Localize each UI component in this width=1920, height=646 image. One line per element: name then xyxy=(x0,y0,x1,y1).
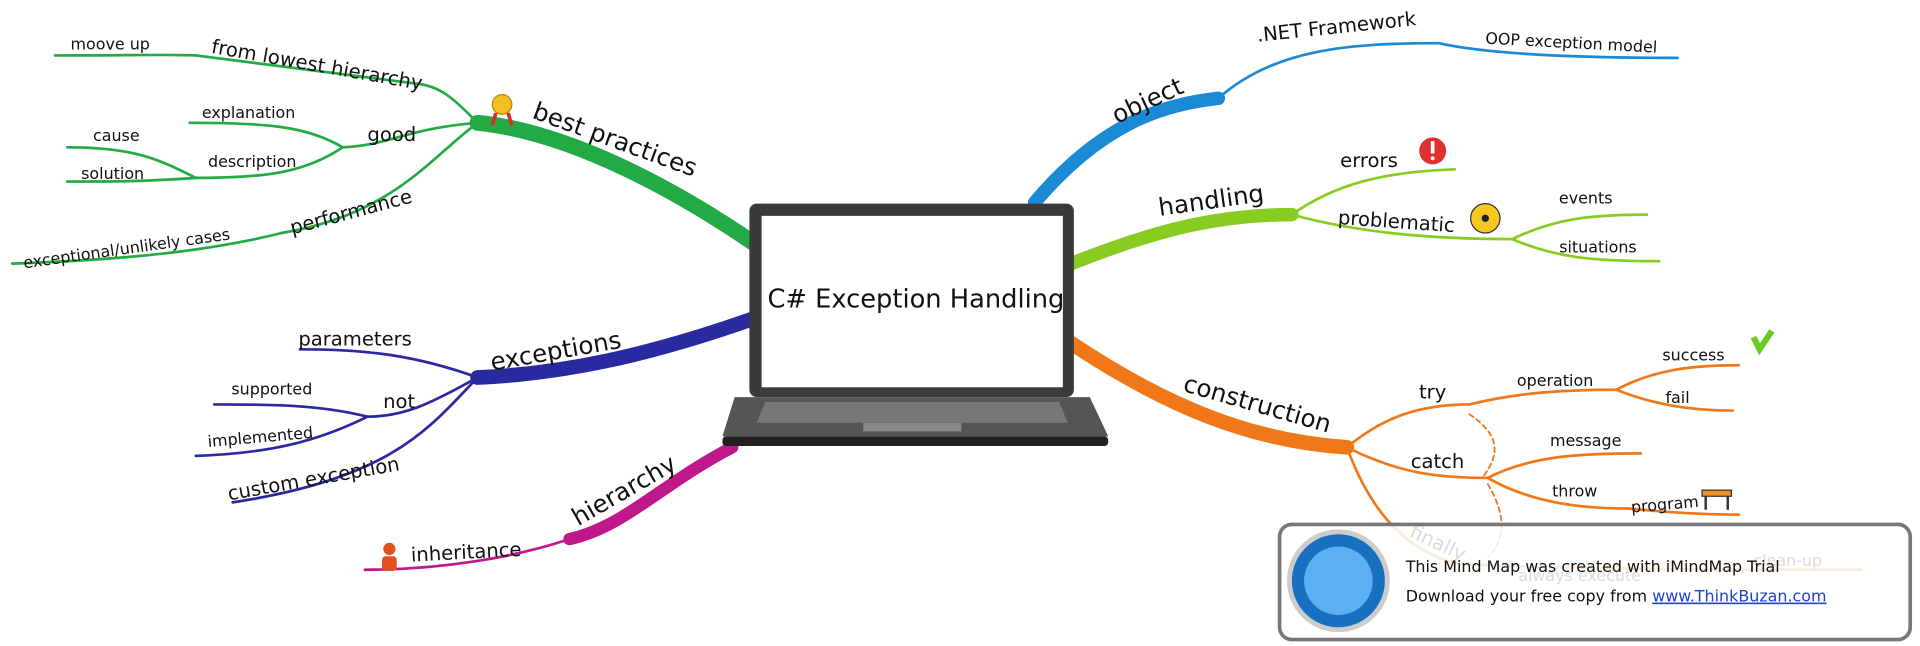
line xyxy=(10,231,283,265)
node-label: moove up xyxy=(71,34,150,53)
branch xyxy=(1064,207,1299,271)
line xyxy=(1486,452,1643,480)
line xyxy=(366,376,479,419)
node-label: try xyxy=(1419,380,1446,403)
node-label: description xyxy=(208,152,296,171)
person-icon xyxy=(383,542,396,556)
node-label: implemented xyxy=(207,423,314,451)
line xyxy=(1345,403,1471,449)
node-label: good xyxy=(367,123,416,146)
line xyxy=(1614,363,1741,392)
error-mark xyxy=(1430,141,1435,154)
line xyxy=(1290,213,1514,241)
line xyxy=(194,415,369,458)
center-title: C# Exception Handling xyxy=(767,285,1064,315)
line xyxy=(188,121,345,149)
banner-box xyxy=(1277,522,1913,642)
screen xyxy=(761,215,1063,388)
node-label: throw xyxy=(1552,481,1597,500)
branch xyxy=(469,114,765,254)
node-label: message xyxy=(1550,431,1622,450)
icons xyxy=(382,94,1775,571)
line xyxy=(194,54,479,125)
sub-lines xyxy=(194,347,479,504)
node-label: inheritance xyxy=(410,538,522,567)
line xyxy=(1437,41,1679,60)
barrier-icon xyxy=(1701,489,1733,497)
line xyxy=(53,53,198,57)
banner-line1: This Mind Map was created with iMindMap … xyxy=(1405,557,1780,576)
line xyxy=(1217,41,1441,100)
line xyxy=(1627,507,1741,516)
banner-line2: Download your free copy from www.ThinkBu… xyxy=(1406,587,1827,606)
node-label: supported xyxy=(231,380,312,399)
line xyxy=(1345,445,1490,480)
line xyxy=(1510,237,1661,263)
line xyxy=(194,145,345,180)
medal-icon xyxy=(491,94,513,115)
line xyxy=(280,121,479,235)
line xyxy=(212,403,369,419)
laptop: C# Exception Handling xyxy=(722,203,1109,447)
node-label: performance xyxy=(287,185,414,240)
node-label: success xyxy=(1662,345,1724,364)
error-dot xyxy=(1430,156,1435,161)
node-label: errors xyxy=(1340,149,1398,172)
node-label: operation xyxy=(1517,371,1593,390)
branch xyxy=(563,441,739,546)
banner-logo-inner xyxy=(1304,546,1373,616)
radiation-core xyxy=(1481,214,1489,222)
line xyxy=(1510,213,1649,241)
node-label: cause xyxy=(93,126,140,145)
trial-banner: This Mind Map was created with iMindMap … xyxy=(1277,522,1913,642)
node-label: solution xyxy=(81,164,144,183)
keys xyxy=(756,401,1068,423)
sub-lines xyxy=(1290,167,1661,263)
branch xyxy=(1027,91,1226,210)
node-label: not xyxy=(383,390,415,413)
branch xyxy=(1064,335,1355,455)
line xyxy=(1486,476,1630,510)
line xyxy=(1290,167,1457,216)
line xyxy=(1468,388,1618,406)
touchpad xyxy=(863,422,962,432)
node-label: custom exception xyxy=(226,452,401,505)
node-label: .NET Framework xyxy=(1256,7,1418,47)
base xyxy=(722,436,1109,447)
node-label: parameters xyxy=(298,328,412,351)
check-icon xyxy=(1750,329,1775,356)
line xyxy=(341,121,479,149)
node-label: from lowest hierarchy xyxy=(210,35,424,95)
line xyxy=(66,176,198,183)
node-label: catch xyxy=(1411,450,1465,473)
node-label: explanation xyxy=(202,103,295,122)
line xyxy=(298,347,479,379)
sub-lines xyxy=(1217,41,1679,100)
node-label: situations xyxy=(1559,238,1637,257)
branch xyxy=(470,311,761,385)
person-body xyxy=(382,556,397,571)
node-label: fail xyxy=(1665,388,1689,407)
line xyxy=(66,145,198,180)
banner-text: Download your free copy from xyxy=(1406,587,1647,606)
node-label: problematic xyxy=(1337,206,1455,237)
barrier-legs xyxy=(1704,496,1729,510)
line xyxy=(231,376,479,504)
banner-link[interactable]: www.ThinkBuzan.com xyxy=(1652,587,1826,606)
sub-lines xyxy=(10,53,479,265)
node-label: events xyxy=(1559,189,1613,208)
line xyxy=(1614,388,1734,412)
ribbon xyxy=(490,112,514,126)
